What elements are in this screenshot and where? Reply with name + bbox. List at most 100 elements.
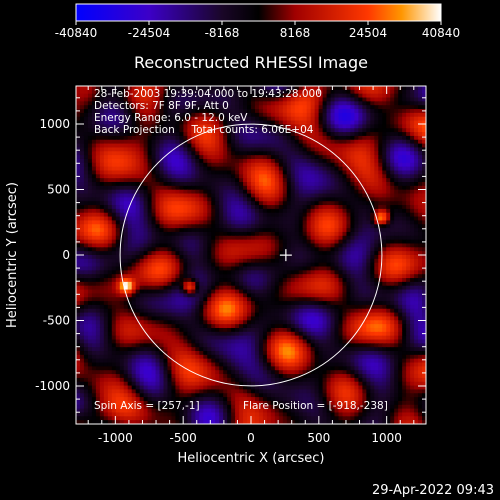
heatmap-cell bbox=[290, 285, 296, 291]
heatmap-cell bbox=[187, 297, 192, 302]
heatmap-cell bbox=[286, 212, 292, 218]
heatmap-cell bbox=[298, 255, 304, 260]
heatmap-cell bbox=[342, 293, 348, 298]
heatmap-cell bbox=[418, 166, 423, 172]
heatmap-cell bbox=[398, 143, 403, 149]
heatmap-cell bbox=[322, 262, 328, 268]
heatmap-cell bbox=[414, 278, 419, 283]
heatmap-cell bbox=[338, 247, 344, 252]
heatmap-cell bbox=[302, 170, 308, 175]
heatmap-cell bbox=[370, 132, 375, 137]
heatmap-cell bbox=[266, 139, 272, 145]
heatmap-cell bbox=[179, 278, 184, 283]
heatmap-cell bbox=[123, 151, 129, 156]
heatmap-cell bbox=[95, 89, 101, 95]
heatmap-cell bbox=[139, 281, 145, 287]
heatmap-cell bbox=[414, 120, 419, 126]
heatmap-cell bbox=[350, 262, 356, 268]
heatmap-cell bbox=[76, 255, 81, 260]
heatmap-cell bbox=[179, 293, 184, 298]
heatmap-cell bbox=[350, 235, 356, 241]
heatmap-cell bbox=[107, 174, 113, 179]
heatmap-cell bbox=[338, 132, 344, 137]
heatmap-cell bbox=[382, 109, 387, 114]
heatmap-cell bbox=[223, 297, 228, 302]
heatmap-cell bbox=[159, 135, 165, 141]
heatmap-cell bbox=[183, 208, 188, 214]
heatmap-cell bbox=[330, 235, 336, 241]
heatmap-cell bbox=[402, 101, 407, 106]
heatmap-cell bbox=[254, 285, 260, 291]
heatmap-cell bbox=[378, 101, 383, 106]
heatmap-cell bbox=[402, 289, 407, 295]
heatmap-cell bbox=[342, 239, 348, 245]
heatmap-cell bbox=[266, 189, 272, 195]
heatmap-cell bbox=[406, 216, 411, 222]
heatmap-cell bbox=[195, 297, 200, 302]
heatmap-cell bbox=[346, 205, 352, 210]
heatmap-cell bbox=[362, 297, 367, 302]
heatmap-cell bbox=[239, 158, 244, 164]
heatmap-cell bbox=[422, 293, 426, 298]
heatmap-cell bbox=[235, 128, 240, 133]
heatmap-cell bbox=[107, 270, 113, 275]
heatmap-cell bbox=[139, 235, 145, 241]
heatmap-cell bbox=[362, 201, 367, 206]
heatmap-cell bbox=[103, 120, 109, 126]
heatmap-cell bbox=[318, 270, 324, 275]
heatmap-cell bbox=[219, 89, 224, 95]
heatmap-cell bbox=[406, 155, 411, 160]
heatmap-cell bbox=[127, 112, 133, 118]
heatmap-cell bbox=[254, 174, 260, 179]
heatmap-cell bbox=[131, 189, 137, 195]
heatmap-cell bbox=[76, 247, 81, 252]
heatmap-cell bbox=[191, 147, 196, 152]
heatmap-cell bbox=[191, 228, 196, 233]
heatmap-cell bbox=[422, 193, 426, 198]
heatmap-cell bbox=[254, 231, 260, 237]
heatmap-cell bbox=[223, 281, 228, 287]
heatmap-cell bbox=[155, 120, 161, 126]
heatmap-cell bbox=[254, 101, 260, 106]
heatmap-cell bbox=[334, 155, 340, 160]
heatmap-cell bbox=[151, 193, 157, 198]
heatmap-cell bbox=[87, 158, 93, 164]
heatmap-cell bbox=[386, 205, 391, 210]
heatmap-cell bbox=[294, 116, 300, 122]
heatmap-cell bbox=[187, 185, 192, 191]
heatmap-cell bbox=[183, 166, 188, 172]
heatmap-cell bbox=[290, 170, 296, 175]
colorbar-ticks: -40840 -24504 -8168 8168 24504 40840 bbox=[55, 21, 460, 40]
heatmap-cell bbox=[394, 178, 399, 183]
heatmap-cell bbox=[175, 105, 181, 110]
heatmap-cell bbox=[207, 162, 212, 168]
heatmap-cell bbox=[167, 162, 173, 168]
heatmap-cell bbox=[155, 281, 161, 287]
heatmap-cell bbox=[235, 174, 240, 179]
heatmap-cell bbox=[358, 278, 363, 283]
heatmap-cell bbox=[155, 151, 161, 156]
heatmap-cell bbox=[382, 212, 387, 218]
heatmap-cell bbox=[298, 205, 304, 210]
heatmap-cell bbox=[334, 258, 340, 264]
heatmap-cell bbox=[119, 105, 125, 110]
heatmap-cell bbox=[207, 212, 212, 218]
heatmap-cell bbox=[99, 132, 105, 137]
heatmap-cell bbox=[334, 101, 340, 106]
heatmap-cell bbox=[290, 101, 296, 106]
heatmap-cell bbox=[123, 216, 129, 222]
heatmap-cell bbox=[151, 101, 157, 106]
heatmap-cell bbox=[342, 289, 348, 295]
heatmap-cell bbox=[91, 135, 97, 141]
heatmap-cell bbox=[139, 178, 145, 183]
heatmap-cell bbox=[99, 258, 105, 264]
heatmap-cell bbox=[270, 281, 276, 287]
heatmap-cell bbox=[322, 274, 328, 279]
heatmap-cell bbox=[159, 143, 165, 149]
heatmap-cell bbox=[318, 143, 324, 149]
heatmap-cell bbox=[203, 174, 208, 179]
heatmap-cell bbox=[378, 89, 383, 95]
heatmap-cell bbox=[139, 97, 145, 102]
heatmap-cell bbox=[175, 147, 181, 152]
heatmap-cell bbox=[155, 212, 161, 218]
